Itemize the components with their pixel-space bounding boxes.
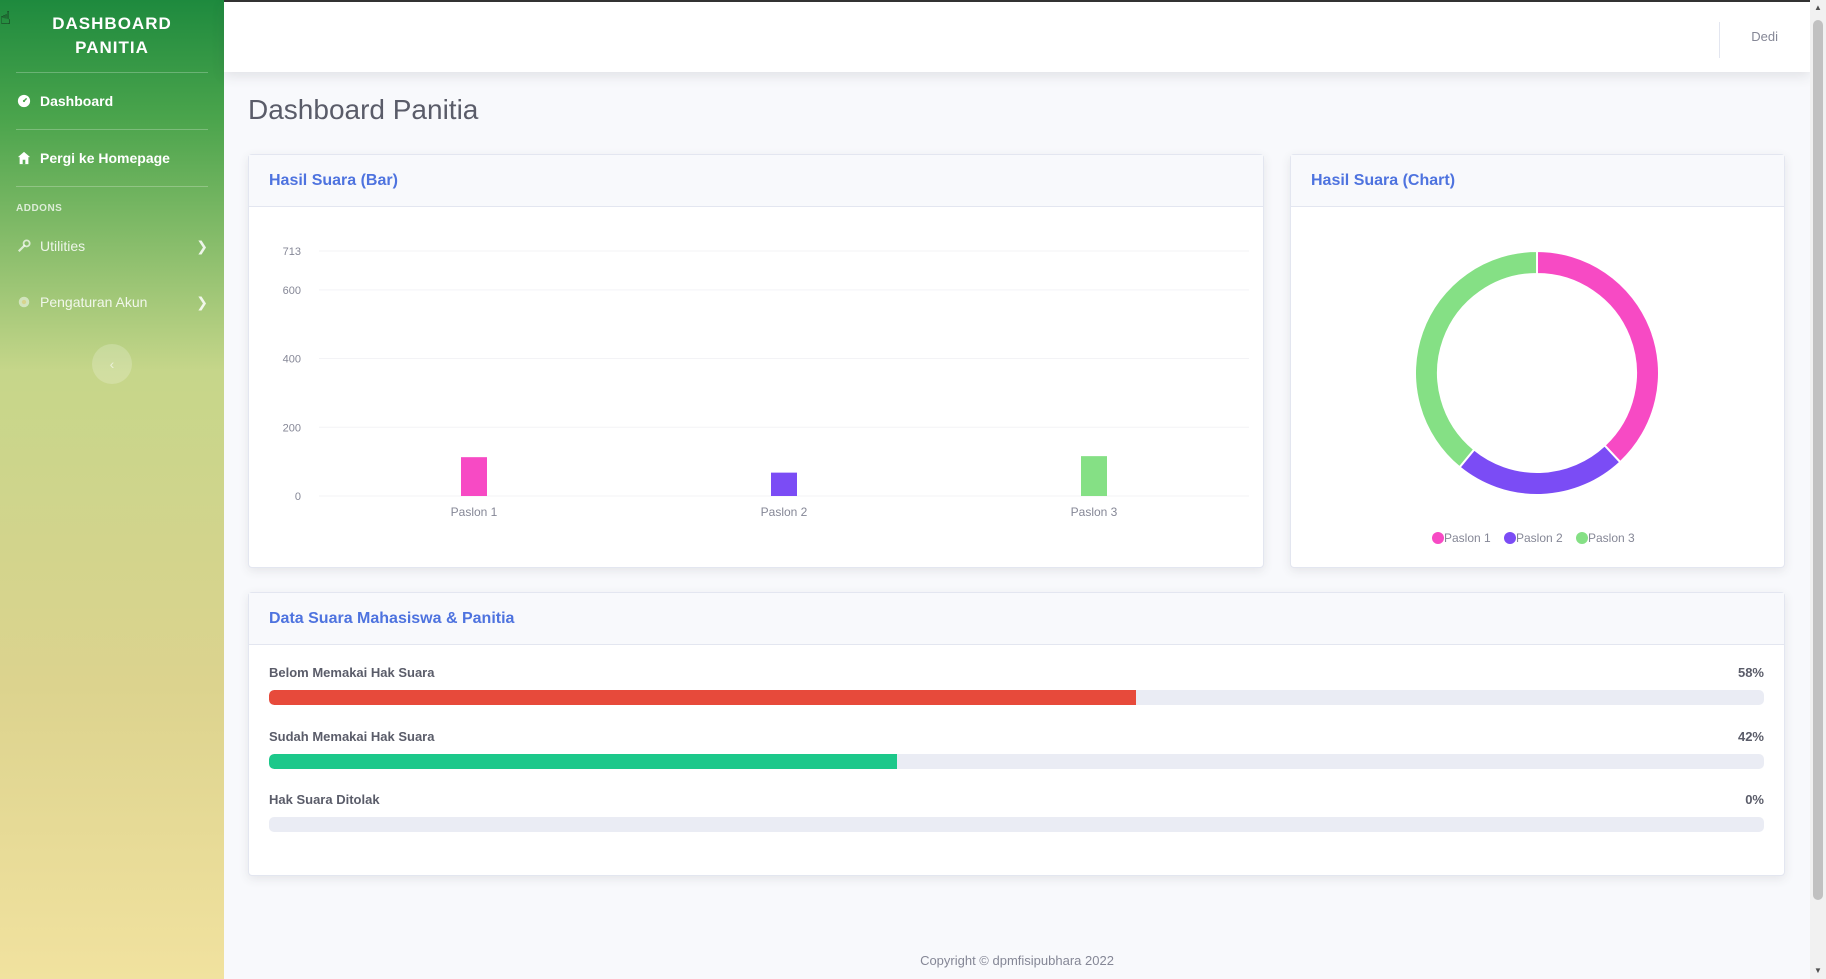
sidebar-item-label: Utilities	[40, 238, 86, 254]
bar-chart: 0 200 400 600 713 Paslon 1 Paslon 2 Paslon 3	[283, 246, 1249, 519]
sidebar-divider	[16, 72, 208, 73]
sidebar-divider	[16, 129, 208, 130]
bar[interactable]	[771, 472, 797, 496]
bar[interactable]	[1081, 456, 1107, 496]
y-tick-label: 400	[283, 354, 301, 366]
page-title: Dashboard Panitia	[248, 94, 479, 125]
progress-row: Hak Suara Ditolak 0%	[269, 792, 1764, 832]
donut-slice[interactable]	[1414, 249, 1538, 469]
progress-row: Sudah Memakai Hak Suara 42%	[269, 729, 1764, 769]
sidebar-item-homepage[interactable]: Pergi ke Homepage	[0, 130, 224, 186]
chevron-right-icon: ❯	[196, 293, 208, 310]
x-tick-label: Paslon 1	[451, 505, 498, 519]
progress-label: Hak Suara Ditolak	[269, 792, 380, 807]
sidebar-divider	[16, 186, 208, 187]
y-tick-label: 600	[283, 285, 301, 297]
progress-bar	[269, 754, 897, 769]
progress-percent: 0%	[1745, 792, 1764, 807]
bar[interactable]	[461, 457, 487, 496]
y-tick-label: 200	[283, 422, 301, 434]
card-title: Hasil Suara (Chart)	[1291, 155, 1784, 207]
progress-percent: 42%	[1737, 729, 1764, 744]
sidebar: DASHBOARD PANITIA Dashboard Pergi ke Hom…	[0, 0, 224, 979]
legend-marker	[1432, 532, 1444, 544]
sidebar-brand[interactable]: DASHBOARD PANITIA	[0, 0, 224, 72]
progress-percent: 58%	[1737, 665, 1764, 680]
wrench-icon	[16, 238, 32, 254]
page-scrollbar[interactable]: ▲ ▼	[1810, 0, 1826, 979]
x-tick-label: Paslon 3	[1071, 505, 1118, 519]
sidebar-item-dashboard[interactable]: Dashboard	[0, 73, 224, 129]
legend-label: Paslon 1	[1444, 531, 1491, 545]
card-title: Hasil Suara (Bar)	[249, 155, 1263, 207]
donut-chart-card: Hasil Suara (Chart) Paslon 1 Paslon 2 Pasl…	[1290, 154, 1785, 568]
chevron-right-icon: ❯	[196, 237, 208, 254]
legend-label: Paslon 3	[1588, 531, 1635, 545]
sidebar-item-label: Pengaturan Akun	[40, 294, 148, 310]
hand-cursor-icon: ☝	[0, 8, 11, 28]
user-menu[interactable]: Dedi	[1751, 29, 1778, 44]
scroll-up-icon[interactable]: ▲	[1814, 3, 1822, 12]
sidebar-item-label: Dashboard	[40, 93, 114, 109]
progress-track	[269, 817, 1764, 832]
scrollbar-thumb[interactable]	[1813, 20, 1823, 900]
donut-chart: Paslon 1 Paslon 2 Paslon 3	[1414, 249, 1660, 545]
progress-row: Belom Memakai Hak Suara 58%	[269, 665, 1764, 705]
home-icon	[16, 150, 32, 166]
donut-slice[interactable]	[1536, 249, 1660, 464]
sidebar-heading: ADDONS	[16, 203, 63, 214]
bar-chart-card: Hasil Suara (Bar) 0 200 400 600 713 Paslon 1 P…	[248, 154, 1264, 568]
y-tick-label: 0	[295, 491, 301, 503]
scroll-down-icon[interactable]: ▼	[1814, 966, 1822, 975]
sidebar-item-label: Pergi ke Homepage	[40, 150, 170, 166]
y-tick-label: 713	[283, 246, 301, 258]
footer-copyright: Copyright © dpmfisipubhara 2022	[920, 953, 1114, 968]
legend-marker	[1504, 532, 1516, 544]
progress-bar	[269, 690, 1137, 705]
progress-label: Belom Memakai Hak Suara	[269, 665, 435, 680]
topbar: Dedi	[224, 0, 1810, 72]
x-tick-label: Paslon 2	[761, 505, 808, 519]
sidebar-item-utilities[interactable]: Utilities ❯	[0, 218, 224, 274]
progress-label: Sudah Memakai Hak Suara	[269, 729, 435, 744]
progress-track	[269, 690, 1764, 705]
progress-track	[269, 754, 1764, 769]
card-title: Data Suara Mahasiswa & Panitia	[249, 593, 1784, 645]
vote-progress-card: Data Suara Mahasiswa & Panitia Belom Mem…	[248, 592, 1785, 876]
legend-marker	[1576, 532, 1588, 544]
chevron-left-icon: ‹	[109, 356, 115, 372]
sidebar-toggle-button[interactable]: ‹	[92, 344, 132, 384]
donut-slice[interactable]	[1458, 443, 1622, 496]
gear-icon	[16, 294, 32, 310]
legend-label: Paslon 2	[1516, 531, 1563, 545]
brand-title: DASHBOARD PANITIA	[52, 14, 172, 57]
sidebar-item-pengaturan-akun[interactable]: Pengaturan Akun ❯	[0, 274, 224, 330]
topbar-divider	[1719, 22, 1720, 58]
speedometer-icon	[16, 93, 32, 109]
